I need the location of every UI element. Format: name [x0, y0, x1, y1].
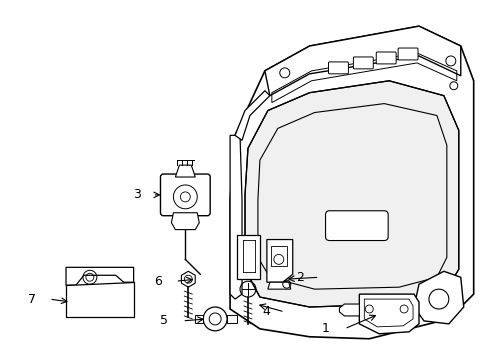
Polygon shape: [230, 135, 242, 299]
Polygon shape: [237, 235, 260, 279]
FancyBboxPatch shape: [160, 174, 210, 216]
FancyBboxPatch shape: [353, 57, 372, 69]
Text: 7: 7: [28, 293, 36, 306]
FancyBboxPatch shape: [375, 52, 395, 64]
Polygon shape: [339, 304, 359, 316]
Polygon shape: [359, 294, 418, 334]
Polygon shape: [264, 26, 460, 96]
Polygon shape: [235, 91, 269, 140]
Text: 2: 2: [295, 271, 303, 284]
Polygon shape: [171, 213, 199, 230]
Polygon shape: [244, 81, 458, 307]
Polygon shape: [195, 315, 203, 323]
Polygon shape: [230, 26, 473, 339]
Polygon shape: [413, 271, 463, 324]
Polygon shape: [266, 239, 292, 282]
Polygon shape: [226, 315, 237, 323]
Polygon shape: [175, 165, 195, 177]
Polygon shape: [181, 271, 195, 287]
Text: 6: 6: [154, 275, 162, 288]
FancyBboxPatch shape: [397, 48, 417, 60]
Bar: [78, 289, 118, 311]
Text: 4: 4: [262, 306, 269, 319]
FancyBboxPatch shape: [328, 62, 347, 74]
Text: 1: 1: [321, 322, 329, 336]
Text: 3: 3: [132, 188, 141, 201]
Polygon shape: [267, 282, 290, 289]
Polygon shape: [66, 267, 133, 285]
Text: 5: 5: [160, 314, 168, 327]
Polygon shape: [66, 282, 133, 317]
FancyBboxPatch shape: [325, 211, 387, 240]
